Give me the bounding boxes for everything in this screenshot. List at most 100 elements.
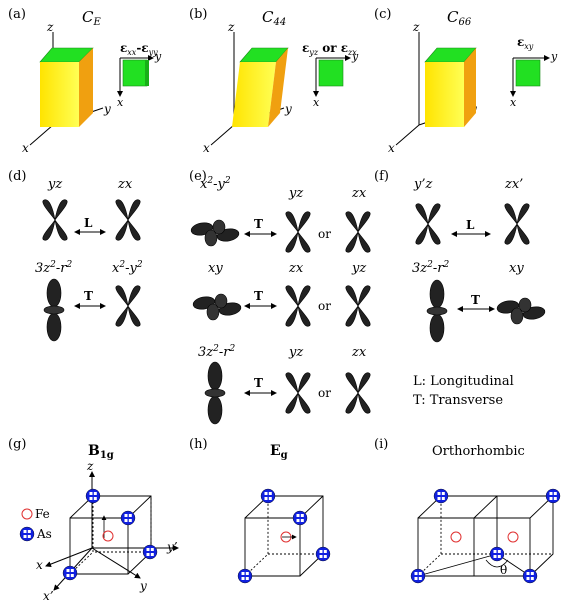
z-axis-label: z (46, 20, 54, 34)
panel-i-label: (i) (374, 437, 388, 452)
panel-c-title: C66 (447, 8, 472, 28)
orbital-label: 3z2-r2 (198, 344, 235, 360)
fe-atom (102, 530, 114, 542)
orbital-xy (495, 297, 547, 325)
z-axis-label: z (86, 459, 94, 473)
panel-g-label: (g) (8, 437, 26, 452)
orbital-x2y2 (115, 285, 141, 327)
x-axis-label: x (203, 141, 210, 155)
orbital-label-yz: yz (47, 177, 62, 192)
panel-c-label: (c) (374, 7, 391, 22)
panel-c: (c) C66 z y x εxy y x (374, 7, 558, 155)
as-atom (545, 488, 561, 504)
small-y-label: y (550, 50, 558, 63)
y-axis-2 (91, 547, 141, 579)
or-label: or (318, 227, 331, 241)
as-atom (292, 510, 308, 526)
as-atom (142, 544, 158, 560)
box-front (425, 62, 464, 127)
z-axis-label: z (227, 20, 235, 34)
orbital-yz (285, 372, 311, 414)
or-label: or (318, 299, 331, 313)
as-atom (315, 546, 331, 562)
orbital-zx (115, 199, 141, 241)
panel-b-label: (b) (189, 7, 207, 22)
strain-edge (145, 60, 149, 86)
x-axis (29, 124, 54, 146)
orbital-label: yz (288, 345, 303, 360)
x-axis (210, 124, 235, 146)
orbital-label: xy (208, 261, 223, 276)
orbital-label: y’z (413, 177, 432, 192)
arrow-label-L: L (466, 218, 475, 232)
as-legend-icon (19, 526, 35, 542)
panel-c-strain: εxy (517, 35, 534, 51)
orbital-label: zx (351, 186, 367, 201)
box-side (464, 48, 476, 127)
fe-legend-label: Fe (35, 507, 50, 521)
xprime-axis-label: x’ (43, 589, 54, 603)
box-side (79, 48, 93, 127)
orbital-label: yz (288, 186, 303, 201)
as-atom (522, 568, 538, 584)
orbital-yz (285, 211, 311, 253)
panel-h: (h) Eg (189, 437, 331, 584)
panel-a: (a) CE z y x εxx-εyy y x (8, 7, 162, 155)
panel-a-label: (a) (8, 7, 26, 22)
panel-e-label: (e) (189, 169, 207, 184)
fe-atom (450, 531, 462, 543)
box-front (232, 62, 276, 127)
x-axis-label: x (36, 558, 43, 572)
orbital-yz-prime (415, 203, 441, 245)
panel-e: (e) x2-y2 yz zx T or xy zx yz T or 3z2-r… (189, 169, 371, 425)
arrow-label-L: L (84, 216, 93, 230)
orbital-3z2 (204, 361, 226, 425)
orbital-label: zx (351, 345, 367, 360)
small-x-label: x (313, 96, 320, 109)
strain-square (515, 59, 541, 87)
arrow-label-T: T (254, 217, 263, 231)
orbital-label: 3z2-r2 (412, 260, 449, 276)
small-x-label: x (510, 96, 517, 109)
orbital-label-zx: zx (117, 177, 133, 192)
orbital-label: yz (351, 261, 366, 276)
orbital-label: x2-y2 (200, 176, 231, 192)
panel-b-strain: εyz or εzx (302, 41, 357, 57)
panel-i-title: Orthorhombic (432, 444, 525, 459)
x-axis (395, 124, 420, 146)
box-side (268, 48, 288, 127)
panel-g-title: B1g (88, 443, 114, 461)
as-atom (120, 510, 136, 526)
orbital-label: zx (288, 261, 304, 276)
arrow-label-T: T (254, 289, 263, 303)
arrow-label-T: T (254, 376, 263, 390)
orbital-zx-prime (504, 203, 530, 245)
as-atom (62, 565, 78, 581)
arrow-label-T: T (471, 293, 480, 307)
panel-d-label: (d) (8, 169, 26, 184)
panel-h-title: Eg (270, 443, 288, 461)
x-axis-label: x (22, 141, 29, 155)
panel-h-label: (h) (189, 437, 208, 452)
orbital-yz (42, 199, 68, 241)
orbital-zx (345, 372, 371, 414)
y-axis-label: y (103, 102, 111, 116)
legend-longitudinal: L: Longitudinal (413, 374, 514, 389)
as-atom (260, 488, 276, 504)
orbital-label-3z2: 3z2-r2 (35, 260, 72, 276)
fe-legend-icon (21, 508, 33, 520)
panel-b-title: C44 (262, 8, 286, 28)
small-x-label: x (117, 96, 124, 109)
panel-f: (f) y’z zx’ L 3z2-r2 xy T L: Longitudina… (374, 169, 547, 408)
box-front (40, 62, 79, 127)
orbital-zx (285, 285, 311, 327)
panel-f-label: (f) (374, 169, 389, 184)
as-legend-label: As (36, 527, 52, 541)
x-axis-label: x (388, 141, 395, 155)
as-atom (85, 488, 101, 504)
angle-arc (485, 559, 509, 568)
theta-label: θ (500, 563, 507, 577)
y-axis-label: y (139, 579, 147, 593)
as-atom (489, 546, 505, 562)
